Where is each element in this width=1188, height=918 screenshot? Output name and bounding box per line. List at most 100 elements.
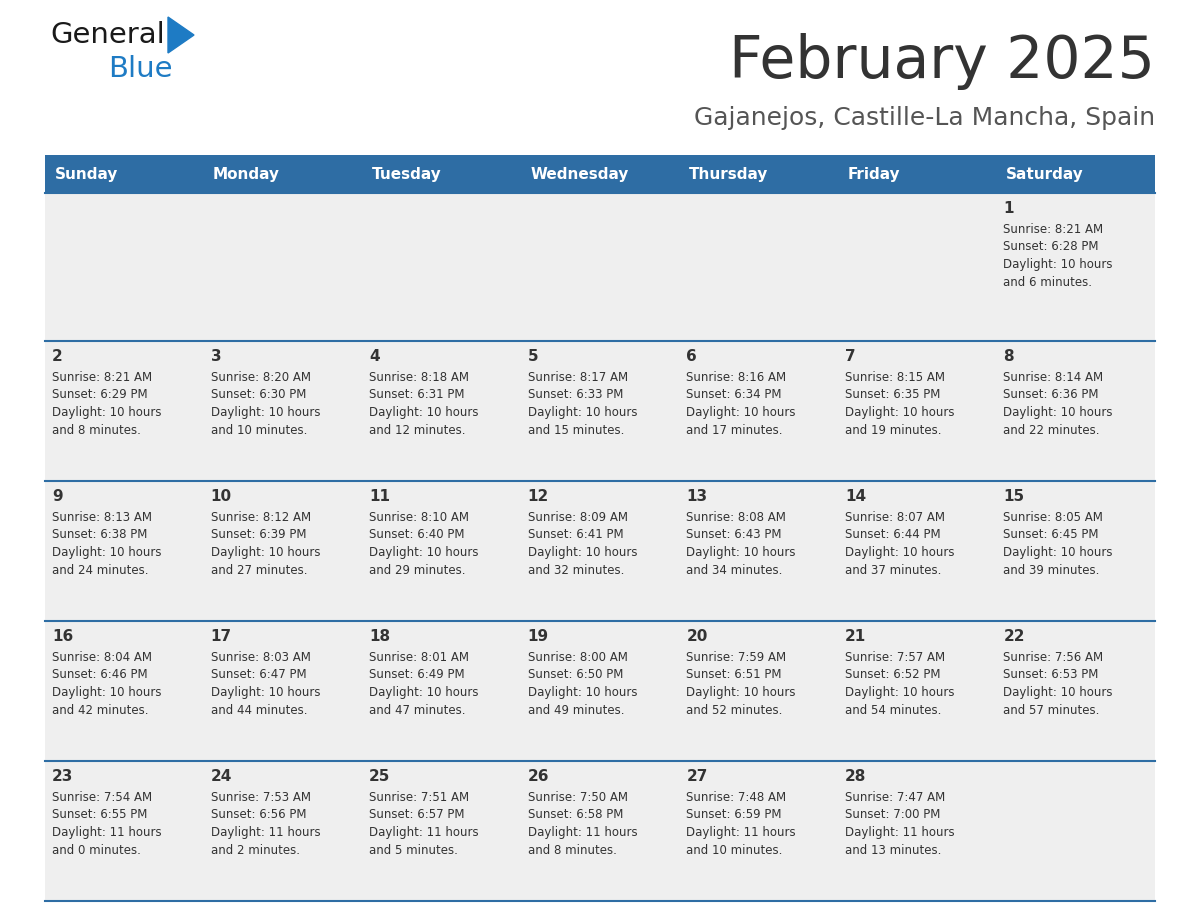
Text: and 57 minutes.: and 57 minutes. [1004,703,1100,717]
Text: Sunset: 6:57 PM: Sunset: 6:57 PM [369,809,465,822]
Text: Sunset: 6:41 PM: Sunset: 6:41 PM [527,529,624,542]
Text: Sunrise: 8:18 AM: Sunrise: 8:18 AM [369,371,469,384]
Text: 17: 17 [210,629,232,644]
Text: and 0 minutes.: and 0 minutes. [52,844,141,856]
Bar [203,481,362,621]
Text: Daylight: 10 hours: Daylight: 10 hours [369,686,479,699]
Text: and 32 minutes.: and 32 minutes. [527,564,624,577]
Text: 5: 5 [527,349,538,364]
Text: Sunrise: 8:17 AM: Sunrise: 8:17 AM [527,371,627,384]
Text: Sunset: 6:45 PM: Sunset: 6:45 PM [1004,529,1099,542]
Text: Friday: Friday [847,166,901,182]
Bar [203,621,362,761]
Bar [680,341,838,481]
Text: Daylight: 10 hours: Daylight: 10 hours [210,546,320,559]
Text: Daylight: 10 hours: Daylight: 10 hours [845,406,954,419]
Text: Daylight: 11 hours: Daylight: 11 hours [527,826,637,839]
Text: Daylight: 10 hours: Daylight: 10 hours [369,406,479,419]
Text: Sunrise: 7:57 AM: Sunrise: 7:57 AM [845,651,944,664]
Text: and 6 minutes.: and 6 minutes. [1004,275,1093,288]
Text: Sunrise: 7:54 AM: Sunrise: 7:54 AM [52,791,152,804]
Text: Sunset: 6:39 PM: Sunset: 6:39 PM [210,529,307,542]
Text: Daylight: 10 hours: Daylight: 10 hours [687,546,796,559]
Text: Sunset: 6:49 PM: Sunset: 6:49 PM [369,668,465,681]
Text: and 8 minutes.: and 8 minutes. [527,844,617,856]
Text: Sunrise: 7:51 AM: Sunrise: 7:51 AM [369,791,469,804]
Text: Sunset: 6:31 PM: Sunset: 6:31 PM [369,388,465,401]
Text: Sunset: 6:43 PM: Sunset: 6:43 PM [687,529,782,542]
Text: and 52 minutes.: and 52 minutes. [687,703,783,717]
Text: Sunrise: 8:16 AM: Sunrise: 8:16 AM [687,371,786,384]
Text: Sunset: 6:33 PM: Sunset: 6:33 PM [527,388,623,401]
Text: Monday: Monday [213,166,280,182]
Text: 28: 28 [845,769,866,784]
Text: Sunset: 6:50 PM: Sunset: 6:50 PM [527,668,623,681]
Bar [520,621,680,761]
Bar [203,341,362,481]
Text: Daylight: 10 hours: Daylight: 10 hours [369,546,479,559]
Text: Sunset: 6:34 PM: Sunset: 6:34 PM [687,388,782,401]
Text: 21: 21 [845,629,866,644]
Text: and 12 minutes.: and 12 minutes. [369,423,466,436]
Text: Sunrise: 8:07 AM: Sunrise: 8:07 AM [845,511,944,524]
Text: and 29 minutes.: and 29 minutes. [369,564,466,577]
Bar [997,621,1155,761]
Text: Daylight: 11 hours: Daylight: 11 hours [845,826,954,839]
Text: 18: 18 [369,629,391,644]
Bar [45,341,203,481]
Text: and 42 minutes.: and 42 minutes. [52,703,148,717]
Text: and 15 minutes.: and 15 minutes. [527,423,624,436]
Text: Wednesday: Wednesday [530,166,628,182]
Text: Sunrise: 8:10 AM: Sunrise: 8:10 AM [369,511,469,524]
Text: Daylight: 10 hours: Daylight: 10 hours [527,406,637,419]
Text: Daylight: 10 hours: Daylight: 10 hours [527,686,637,699]
Text: and 47 minutes.: and 47 minutes. [369,703,466,717]
Bar [680,761,838,901]
Bar [997,341,1155,481]
Text: 12: 12 [527,489,549,504]
Bar [203,761,362,901]
Text: Sunset: 6:56 PM: Sunset: 6:56 PM [210,809,307,822]
Text: and 2 minutes.: and 2 minutes. [210,844,299,856]
Text: Sunset: 6:58 PM: Sunset: 6:58 PM [527,809,623,822]
Text: Sunrise: 8:05 AM: Sunrise: 8:05 AM [1004,511,1104,524]
Text: 25: 25 [369,769,391,784]
Text: and 49 minutes.: and 49 minutes. [527,703,624,717]
Text: Daylight: 11 hours: Daylight: 11 hours [210,826,321,839]
Text: Daylight: 10 hours: Daylight: 10 hours [1004,546,1113,559]
Text: and 22 minutes.: and 22 minutes. [1004,423,1100,436]
Text: Daylight: 10 hours: Daylight: 10 hours [52,686,162,699]
Text: Sunset: 6:47 PM: Sunset: 6:47 PM [210,668,307,681]
Bar [362,481,520,621]
Bar [997,481,1155,621]
Text: and 34 minutes.: and 34 minutes. [687,564,783,577]
Text: Sunrise: 8:04 AM: Sunrise: 8:04 AM [52,651,152,664]
Text: and 27 minutes.: and 27 minutes. [210,564,307,577]
Text: Sunset: 6:40 PM: Sunset: 6:40 PM [369,529,465,542]
Bar [520,341,680,481]
Text: Sunrise: 7:56 AM: Sunrise: 7:56 AM [1004,651,1104,664]
Text: General: General [50,21,165,49]
Text: 6: 6 [687,349,697,364]
Text: Gajanejos, Castille-La Mancha, Spain: Gajanejos, Castille-La Mancha, Spain [694,106,1155,130]
Text: Daylight: 10 hours: Daylight: 10 hours [1004,686,1113,699]
Text: Daylight: 10 hours: Daylight: 10 hours [845,686,954,699]
Text: 3: 3 [210,349,221,364]
Bar [520,193,680,341]
Text: Daylight: 10 hours: Daylight: 10 hours [210,686,320,699]
Text: and 39 minutes.: and 39 minutes. [1004,564,1100,577]
Text: Sunrise: 8:08 AM: Sunrise: 8:08 AM [687,511,786,524]
Text: 24: 24 [210,769,232,784]
Bar [45,761,203,901]
Text: Sunset: 6:53 PM: Sunset: 6:53 PM [1004,668,1099,681]
Bar [203,193,362,341]
Text: Daylight: 10 hours: Daylight: 10 hours [687,406,796,419]
Text: Tuesday: Tuesday [372,166,442,182]
Text: Sunrise: 8:21 AM: Sunrise: 8:21 AM [1004,223,1104,236]
Text: Sunset: 6:38 PM: Sunset: 6:38 PM [52,529,147,542]
Text: 26: 26 [527,769,549,784]
Bar [362,621,520,761]
Bar [362,341,520,481]
Bar [362,761,520,901]
Text: Sunset: 6:52 PM: Sunset: 6:52 PM [845,668,941,681]
